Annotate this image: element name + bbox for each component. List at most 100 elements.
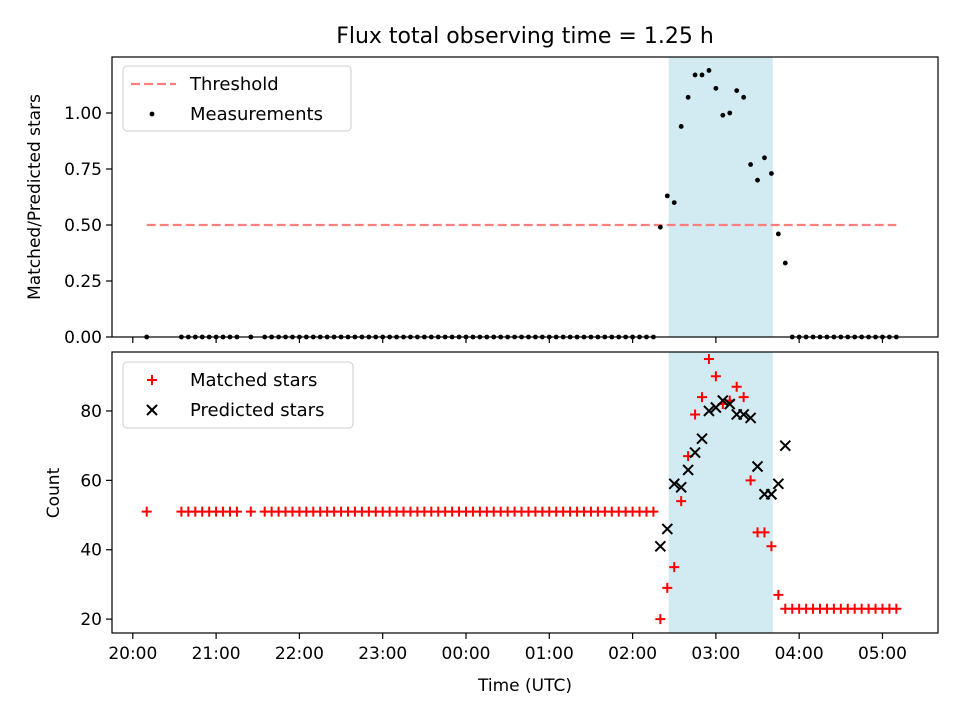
legend-predicted-label: Predicted stars bbox=[190, 400, 324, 421]
matched-star-point bbox=[766, 541, 777, 552]
matched-star-point bbox=[676, 496, 687, 507]
predicted-star-point bbox=[689, 446, 701, 459]
top-x-ticks bbox=[132, 337, 884, 343]
predicted-stars-points bbox=[654, 394, 792, 552]
matched-star-point bbox=[245, 506, 256, 517]
measurement-point bbox=[741, 94, 747, 100]
predicted-star-point bbox=[744, 412, 757, 424]
measurement-point bbox=[782, 260, 788, 266]
predicted-star-point bbox=[675, 481, 687, 494]
measurement-point bbox=[748, 162, 753, 167]
measurement-point bbox=[678, 124, 684, 129]
x-tick-label: 03:00 bbox=[691, 644, 740, 664]
matched-star-point bbox=[655, 614, 666, 625]
measurement-point bbox=[692, 72, 698, 78]
measurement-point bbox=[769, 171, 774, 176]
bottom-axes-frame bbox=[111, 351, 939, 634]
legend-matched-label: Matched stars bbox=[190, 370, 317, 391]
y-tick-label: 60 bbox=[80, 471, 102, 491]
predicted-star-point bbox=[696, 433, 708, 445]
measurement-point bbox=[685, 94, 691, 100]
shaded-interval-top bbox=[668, 57, 773, 337]
matched-star-point bbox=[690, 409, 701, 420]
legend-measurements-label: Measurements bbox=[190, 104, 323, 125]
predicted-star-point bbox=[751, 460, 764, 473]
x-tick-label: 05:00 bbox=[858, 644, 907, 664]
measurement-point bbox=[664, 193, 670, 199]
predicted-star-point bbox=[661, 523, 674, 535]
top-y-axis: 0.00 0.25 0.50 0.75 1.00 bbox=[64, 104, 112, 348]
measurement-point bbox=[713, 85, 719, 91]
bottom-x-axis: 20:00 21:00 22:00 23:00 00:00 01:00 02:00 03:00… bbox=[108, 633, 907, 664]
matched-star-point bbox=[759, 527, 770, 538]
x-tick-label: 01:00 bbox=[525, 644, 574, 664]
matched-star-point bbox=[669, 562, 680, 573]
legend-matched-swatch bbox=[147, 375, 157, 385]
measurement-point bbox=[720, 112, 726, 118]
x-tick-label: 00:00 bbox=[442, 644, 491, 664]
predicted-star-point bbox=[737, 408, 750, 421]
matched-star-point bbox=[773, 589, 784, 600]
bottom-legend-box bbox=[122, 361, 354, 429]
top-legend: Threshold Measurements bbox=[122, 65, 352, 132]
matched-stars-points bbox=[141, 353, 902, 625]
measurement-point bbox=[762, 155, 767, 161]
predicted-star-point bbox=[779, 439, 792, 452]
matched-star-point bbox=[141, 506, 152, 517]
y-tick-label: 20 bbox=[80, 610, 102, 630]
top-legend-box bbox=[122, 65, 352, 132]
x-tick-label: 22:00 bbox=[275, 644, 324, 664]
predicted-star-point bbox=[717, 394, 729, 407]
top-axes-frame bbox=[111, 56, 939, 338]
x-tick-label: 23:00 bbox=[358, 644, 407, 664]
bottom-panel: 20 40 60 80 20:00 21:00 22:00 23:00 00:00 01:00 0… bbox=[44, 351, 939, 664]
measurement-point bbox=[727, 110, 733, 116]
matched-star-point bbox=[891, 603, 902, 614]
x-tick-label: 04:00 bbox=[775, 644, 824, 664]
measurement-point bbox=[734, 88, 740, 93]
y-tick-label: 0.50 bbox=[64, 216, 102, 236]
x-tick-label: 02:00 bbox=[608, 644, 657, 664]
y-tick-label: 0.75 bbox=[64, 160, 102, 180]
x-axis-label: Time (UTC) bbox=[477, 676, 572, 696]
bottom-y-axis-label: Count bbox=[44, 467, 64, 518]
measurement-point bbox=[706, 68, 712, 73]
predicted-star-point bbox=[765, 488, 778, 500]
y-tick-label: 40 bbox=[80, 541, 102, 561]
measurement-point bbox=[657, 224, 663, 230]
legend-predicted-swatch bbox=[146, 404, 158, 416]
predicted-star-point bbox=[724, 398, 736, 410]
legend-threshold-label: Threshold bbox=[189, 74, 279, 95]
x-tick-label: 20:00 bbox=[108, 644, 157, 664]
legend-measurements-swatch bbox=[149, 111, 155, 117]
measurement-point bbox=[699, 72, 705, 78]
y-tick-label: 80 bbox=[80, 402, 102, 422]
matched-star-point bbox=[731, 381, 742, 392]
matched-star-point bbox=[662, 582, 673, 593]
measurement-point bbox=[775, 231, 781, 237]
bottom-legend: Matched stars Predicted stars bbox=[122, 361, 354, 429]
matched-star-point bbox=[231, 506, 242, 517]
measurement-point bbox=[755, 177, 760, 183]
x-tick-label: 21:00 bbox=[192, 644, 241, 664]
predicted-star-point bbox=[682, 464, 694, 476]
top-y-axis-label: Matched/Predicted stars bbox=[25, 94, 45, 300]
predicted-star-point bbox=[703, 405, 715, 417]
top-panel: 0.00 0.25 0.50 0.75 1.00 Matched/Predicted s… bbox=[25, 56, 939, 348]
matched-star-point bbox=[648, 506, 659, 517]
predicted-star-point bbox=[772, 478, 785, 490]
shaded-interval-bottom bbox=[668, 352, 773, 633]
matched-star-point bbox=[738, 392, 749, 403]
matched-star-point bbox=[710, 371, 721, 382]
matched-star-point bbox=[697, 392, 707, 403]
predicted-star-point bbox=[654, 540, 667, 552]
measurement-point bbox=[671, 200, 677, 206]
chart-title: Flux total observing time = 1.25 h bbox=[336, 24, 714, 49]
y-tick-label: 0.00 bbox=[64, 328, 102, 348]
y-tick-label: 1.00 bbox=[64, 104, 102, 124]
matched-star-point bbox=[703, 353, 714, 364]
matched-star-point bbox=[745, 475, 756, 486]
predicted-star-point bbox=[668, 478, 680, 490]
bottom-y-axis: 20 40 60 80 bbox=[80, 402, 112, 630]
